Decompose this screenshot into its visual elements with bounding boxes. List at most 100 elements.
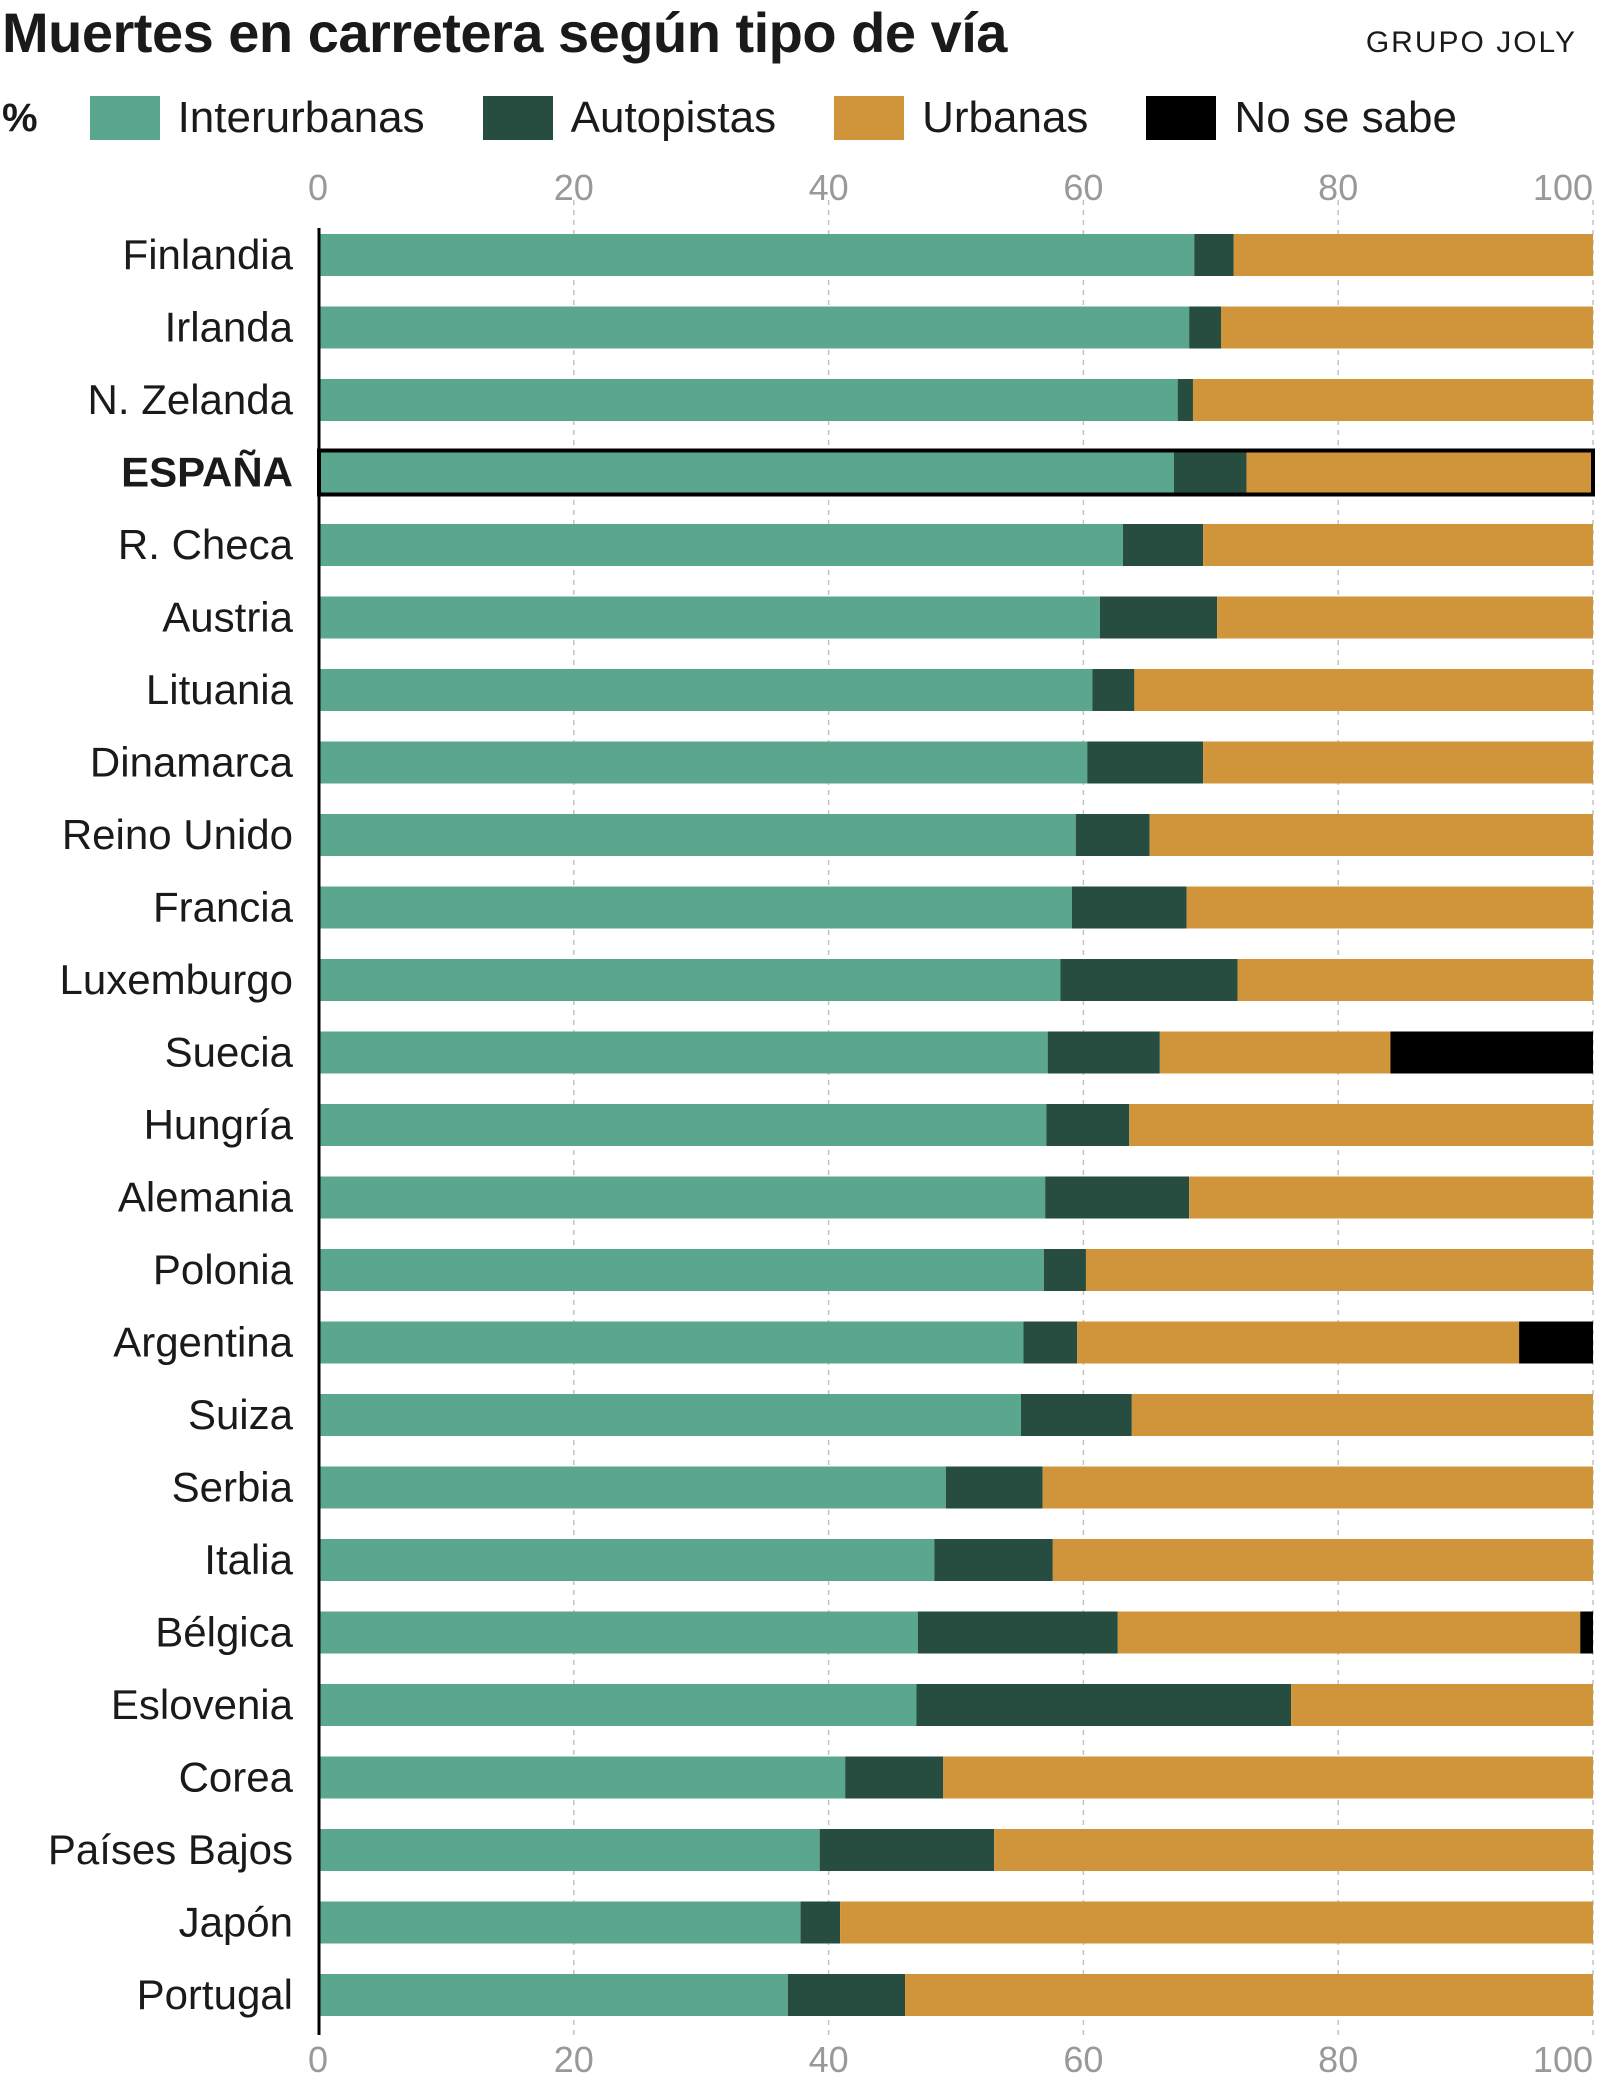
legend-swatch-no-se-sabe <box>1146 96 1217 140</box>
bar-luxemburgo-urbanas <box>1237 959 1593 1001</box>
bar-finlandia-urbanas <box>1233 234 1593 276</box>
bar-serbia-interurbanas <box>319 1466 946 1509</box>
bar-belgica-urbanas <box>1117 1611 1581 1654</box>
x-tick-label-top-20: 20 <box>554 167 594 208</box>
category-label-finlandia: Finlandia <box>123 231 294 278</box>
bar-luxemburgo-interurbanas <box>319 959 1061 1001</box>
x-tick-label-bottom-60: 60 <box>1063 2039 1103 2080</box>
bar-belgica-autopistas <box>917 1611 1118 1654</box>
bar-serbia-autopistas <box>945 1466 1043 1509</box>
bar-suiza-autopistas <box>1020 1394 1132 1436</box>
bar-dinamarca-interurbanas <box>319 741 1088 784</box>
bar-n-zelanda-interurbanas <box>319 379 1178 421</box>
legend-label-no-se-sabe: No se sabe <box>1234 93 1457 142</box>
bar-austria-interurbanas <box>319 596 1100 639</box>
bar-n-zelanda-autopistas <box>1177 379 1193 421</box>
category-label-irlanda: Irlanda <box>165 304 294 351</box>
bar-dinamarca-autopistas <box>1087 741 1204 784</box>
bar-hungria-interurbanas <box>319 1104 1047 1146</box>
bar-polonia-interurbanas <box>319 1249 1044 1291</box>
x-tick-label-bottom-20: 20 <box>554 2039 594 2080</box>
category-label-hungria: Hungría <box>144 1101 294 1148</box>
category-label-francia: Francia <box>153 884 294 931</box>
category-label-r-checa: R. Checa <box>118 521 294 568</box>
bar-dinamarca-urbanas <box>1203 741 1593 784</box>
category-label-suecia: Suecia <box>165 1029 294 1076</box>
x-tick-label-top-100: 100 <box>1533 167 1593 208</box>
bar-argentina-no-se-sabe <box>1519 1321 1593 1364</box>
bar-paises-bajos-interurbanas <box>319 1829 820 1871</box>
bar-portugal-autopistas <box>787 1974 906 2016</box>
bar-japon-autopistas <box>800 1901 841 1944</box>
bar-espana-urbanas <box>1246 451 1593 494</box>
x-tick-label-top-60: 60 <box>1063 167 1103 208</box>
bar-finlandia-autopistas <box>1194 234 1234 276</box>
source-label: GRUPO JOLY <box>1365 26 1577 59</box>
category-label-suiza: Suiza <box>188 1391 294 1438</box>
category-label-n-zelanda: N. Zelanda <box>88 376 294 423</box>
x-tick-label-top-0: 0 <box>308 167 328 208</box>
category-label-italia: Italia <box>204 1536 293 1583</box>
legend-label-autopistas: Autopistas <box>570 93 777 142</box>
bar-suiza-interurbanas <box>319 1394 1021 1436</box>
category-label-serbia: Serbia <box>172 1464 294 1511</box>
legend: % Interurbanas Autopistas Urbanas No se … <box>0 88 1515 148</box>
category-label-espana: ESPAÑA <box>121 449 293 496</box>
bar-argentina-interurbanas <box>319 1321 1024 1364</box>
legend-item-urbanas: Urbanas <box>834 93 1088 143</box>
bar-suecia-no-se-sabe <box>1390 1031 1593 1074</box>
unit-label: % <box>2 95 38 140</box>
bar-francia-autopistas <box>1071 886 1187 929</box>
bar-suecia-urbanas <box>1159 1031 1391 1074</box>
legend-label-interurbanas: Interurbanas <box>177 93 425 142</box>
legend-swatch-autopistas <box>482 96 553 140</box>
legend-item-interurbanas: Interurbanas <box>89 93 425 143</box>
bar-italia-autopistas <box>934 1539 1053 1581</box>
bar-francia-urbanas <box>1186 886 1593 929</box>
legend-swatch-urbanas <box>834 96 905 140</box>
bar-italia-interurbanas <box>319 1539 935 1581</box>
legend-item-no-se-sabe: No se sabe <box>1146 93 1457 143</box>
bar-polonia-urbanas <box>1085 1249 1593 1291</box>
bar-espana-interurbanas <box>319 451 1174 494</box>
legend-swatch-interurbanas <box>89 96 160 140</box>
bar-eslovenia-autopistas <box>916 1684 1292 1726</box>
legend-item-autopistas: Autopistas <box>482 93 777 143</box>
bar-belgica-interurbanas <box>319 1611 918 1654</box>
bar-corea-urbanas <box>943 1756 1593 1799</box>
category-label-austria: Austria <box>162 594 293 641</box>
bar-corea-autopistas <box>845 1756 944 1799</box>
bar-reino-unido-interurbanas <box>319 814 1076 856</box>
category-label-dinamarca: Dinamarca <box>90 739 294 786</box>
bar-suecia-autopistas <box>1047 1031 1160 1074</box>
x-tick-label-bottom-80: 80 <box>1318 2039 1358 2080</box>
bar-eslovenia-urbanas <box>1291 1684 1593 1726</box>
x-tick-label-bottom-40: 40 <box>809 2039 849 2080</box>
category-label-belgica: Bélgica <box>155 1609 293 1656</box>
category-label-polonia: Polonia <box>153 1246 294 1293</box>
bar-austria-urbanas <box>1217 596 1593 639</box>
bar-reino-unido-autopistas <box>1075 814 1150 856</box>
x-tick-label-bottom-0: 0 <box>308 2039 328 2080</box>
bar-paises-bajos-urbanas <box>994 1829 1593 1871</box>
legend-label-urbanas: Urbanas <box>922 93 1089 142</box>
bar-paises-bajos-autopistas <box>819 1829 995 1871</box>
category-label-paises-bajos: Países Bajos <box>48 1826 293 1873</box>
bar-irlanda-autopistas <box>1189 306 1221 349</box>
bar-austria-autopistas <box>1099 596 1218 639</box>
bar-japon-urbanas <box>840 1901 1593 1944</box>
category-label-lituania: Lituania <box>146 666 294 713</box>
bar-finlandia-interurbanas <box>319 234 1195 276</box>
bar-reino-unido-urbanas <box>1149 814 1593 856</box>
bar-argentina-urbanas <box>1077 1321 1520 1364</box>
x-tick-label-bottom-100: 100 <box>1533 2039 1593 2080</box>
bar-lituania-urbanas <box>1134 669 1593 711</box>
bar-italia-urbanas <box>1052 1539 1593 1581</box>
bar-r-checa-interurbanas <box>319 524 1123 566</box>
x-tick-label-top-80: 80 <box>1318 167 1358 208</box>
bar-irlanda-interurbanas <box>319 306 1190 349</box>
bar-alemania-interurbanas <box>319 1176 1046 1219</box>
bar-corea-interurbanas <box>319 1756 846 1799</box>
category-label-corea: Corea <box>179 1754 294 1801</box>
